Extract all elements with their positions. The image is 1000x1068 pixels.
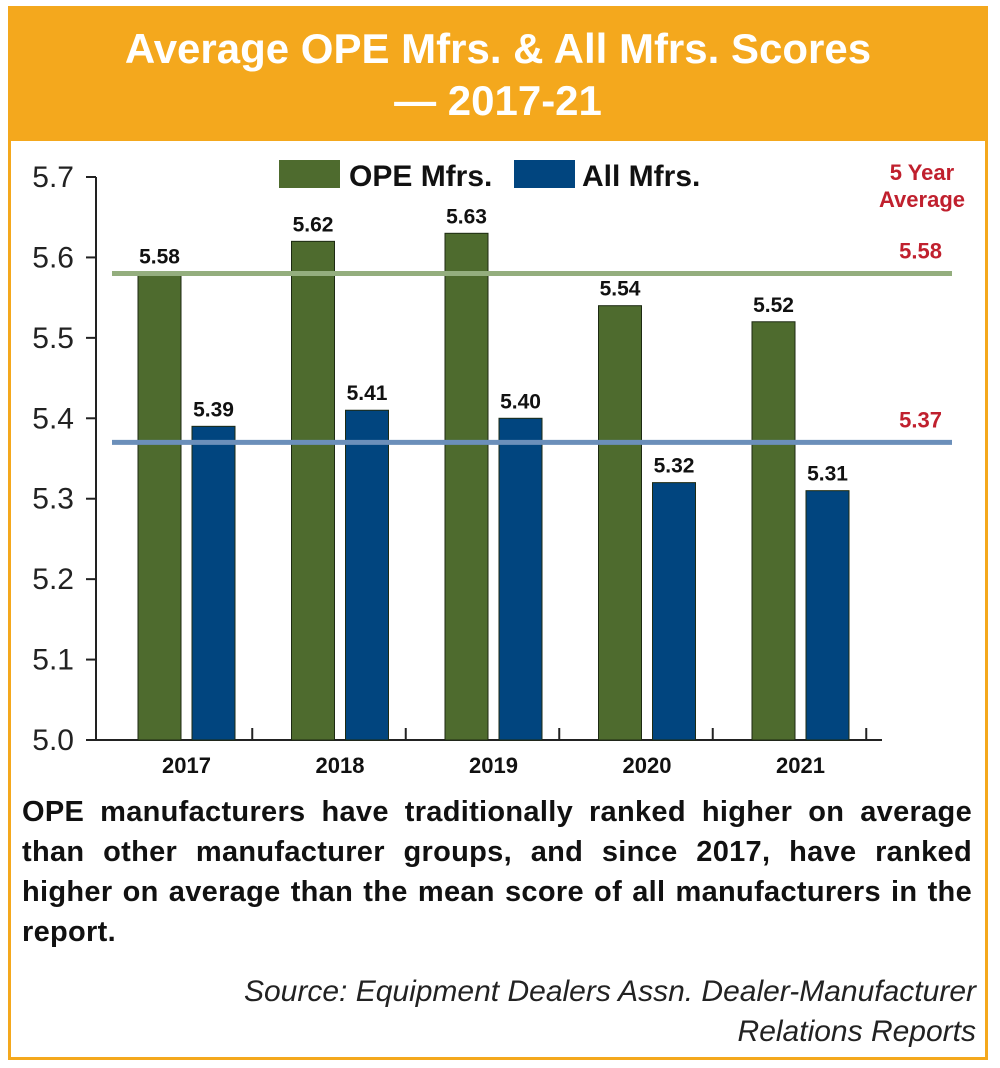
bar-ope-2017 bbox=[137, 273, 182, 741]
y-tick-label: 5.3 bbox=[32, 483, 74, 516]
bar-value-label: 5.58 bbox=[139, 246, 180, 269]
source-line1: Source: Equipment Dealers Assn. Dealer-M… bbox=[243, 975, 976, 1008]
y-tick-label: 5.1 bbox=[32, 644, 74, 677]
y-tick-label: 5.5 bbox=[32, 322, 74, 355]
y-tick-label: 5.6 bbox=[32, 241, 74, 274]
bar-all-2019 bbox=[498, 417, 543, 741]
x-tick-label: 2017 bbox=[162, 753, 211, 778]
bar-value-label: 5.54 bbox=[600, 278, 641, 301]
bar-all-2018 bbox=[345, 409, 389, 741]
bar-value-label: 5.31 bbox=[807, 463, 848, 486]
x-tick-label: 2018 bbox=[316, 753, 365, 778]
bar-value-label: 5.63 bbox=[446, 205, 487, 228]
bar-all-2020 bbox=[652, 482, 696, 741]
bar-ope-2020 bbox=[598, 305, 642, 741]
chart-caption: OPE manufacturers have traditionally ran… bbox=[22, 796, 972, 948]
source-line2: Relations Reports bbox=[737, 1015, 976, 1048]
chart-header: Average OPE Mfrs. & All Mfrs. Scores — 2… bbox=[11, 9, 985, 141]
x-tick-label: 2021 bbox=[776, 753, 825, 778]
legend-swatch-all bbox=[514, 160, 575, 188]
bar-chart: 5.0 5.1 5.2 5.3 5.4 5.5 5.6 5.7 5.58 5.39 2017 5.62… bbox=[32, 160, 965, 778]
bar-all-2021 bbox=[805, 490, 850, 741]
chart-title-line1: Average OPE Mfrs. & All Mfrs. Scores bbox=[124, 25, 872, 72]
bar-ope-2021 bbox=[751, 321, 796, 741]
reference-title-line2: Average bbox=[879, 187, 965, 212]
source-note: Source: Equipment Dealers Assn. Dealer-M… bbox=[76, 972, 976, 1052]
x-tick-label: 2020 bbox=[623, 753, 672, 778]
reference-value-label: 5.58 bbox=[899, 239, 942, 264]
bar-value-label: 5.40 bbox=[500, 390, 541, 413]
bar-value-label: 5.41 bbox=[347, 382, 388, 405]
bar-value-label: 5.32 bbox=[654, 455, 695, 478]
y-tick-label: 5.2 bbox=[32, 563, 74, 596]
x-tick-label: 2019 bbox=[469, 753, 518, 778]
reference-value-label: 5.37 bbox=[899, 407, 942, 432]
bar-value-label: 5.62 bbox=[293, 213, 334, 236]
chart-title-line2: — 2017-21 bbox=[394, 77, 602, 124]
bar-all-2017 bbox=[191, 425, 236, 741]
y-tick-label: 5.4 bbox=[32, 402, 74, 435]
legend-label-ope: OPE Mfrs. bbox=[349, 160, 492, 193]
bar-ope-2019 bbox=[444, 232, 489, 741]
legend-swatch-ope bbox=[279, 160, 340, 188]
bar-value-label: 5.39 bbox=[193, 398, 234, 421]
reference-title-line1: 5 Year bbox=[890, 160, 955, 185]
legend-label-all: All Mfrs. bbox=[582, 160, 700, 193]
y-tick-label: 5.0 bbox=[32, 724, 74, 757]
bar-ope-2018 bbox=[291, 240, 335, 741]
y-tick-label: 5.7 bbox=[32, 161, 74, 194]
bar-value-label: 5.52 bbox=[753, 294, 794, 317]
